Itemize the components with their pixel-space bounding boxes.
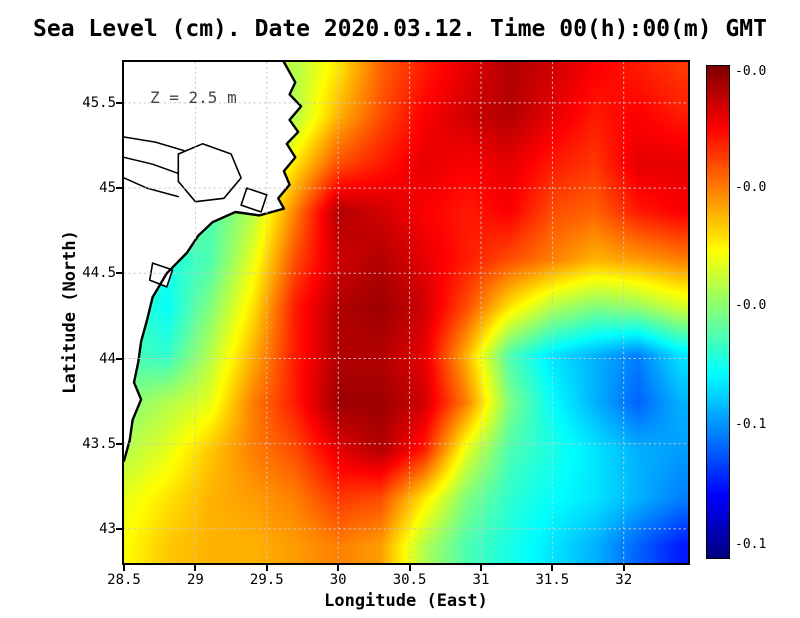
colorbar-label: -0.0 [735, 180, 767, 195]
y-tick-label: 45 [99, 180, 116, 197]
colorbar-label: -0.1 [735, 537, 767, 553]
x-tick-label: 29 [186, 572, 204, 588]
x-tick-label: 29.5 [249, 572, 284, 588]
x-tick-label: 31 [472, 572, 490, 588]
y-tick-mark [116, 272, 122, 275]
river-line [124, 177, 180, 198]
y-tick-mark [116, 101, 122, 104]
x-tick-mark [622, 565, 625, 571]
y-tick-label: 43 [99, 520, 116, 537]
y-tick-mark [116, 442, 122, 445]
lake-outline [240, 187, 268, 213]
y-tick-label: 43.5 [82, 435, 116, 452]
river-line [124, 156, 182, 176]
lake-outline [148, 262, 174, 288]
y-tick-mark [116, 527, 122, 530]
depth-annotation: Z = 2.5 m [150, 88, 237, 107]
x-tick-mark [194, 565, 197, 571]
colorbar-label: -0.0 [735, 64, 767, 80]
x-tick-mark [479, 565, 482, 571]
river-line [124, 136, 185, 152]
x-tick-mark [551, 565, 554, 571]
x-tick-label: 32 [615, 572, 633, 588]
figure-title: Sea Level (cm). Date 2020.03.12. Time 00… [33, 16, 767, 42]
coastline [124, 62, 303, 462]
colorbar-label: -0.1 [735, 417, 767, 433]
y-tick-label: 44 [99, 350, 116, 367]
colorbar-label: -0.0 [735, 298, 767, 314]
y-tick-label: 45.5 [82, 94, 116, 111]
x-tick-label: 30.5 [392, 572, 427, 588]
x-tick-label: 30 [329, 572, 347, 588]
y-tick-label: 44.5 [82, 265, 116, 282]
x-tick-label: 31.5 [535, 572, 570, 588]
y-tick-mark [116, 187, 122, 190]
x-axis-label: Longitude (East) [324, 591, 488, 611]
x-tick-mark [408, 565, 411, 571]
land-fill [124, 62, 302, 461]
y-axis-label: Latitude (North) [60, 230, 80, 394]
x-tick-mark [123, 565, 125, 571]
colorbar [706, 65, 730, 559]
coastline-overlay [124, 62, 688, 563]
lake-outline [177, 143, 242, 203]
y-tick-mark [116, 357, 122, 360]
x-tick-mark [337, 565, 340, 571]
x-tick-label: 28.5 [107, 572, 141, 588]
plot-area: Z = 2.5 m [122, 60, 690, 565]
x-tick-mark [265, 565, 268, 571]
